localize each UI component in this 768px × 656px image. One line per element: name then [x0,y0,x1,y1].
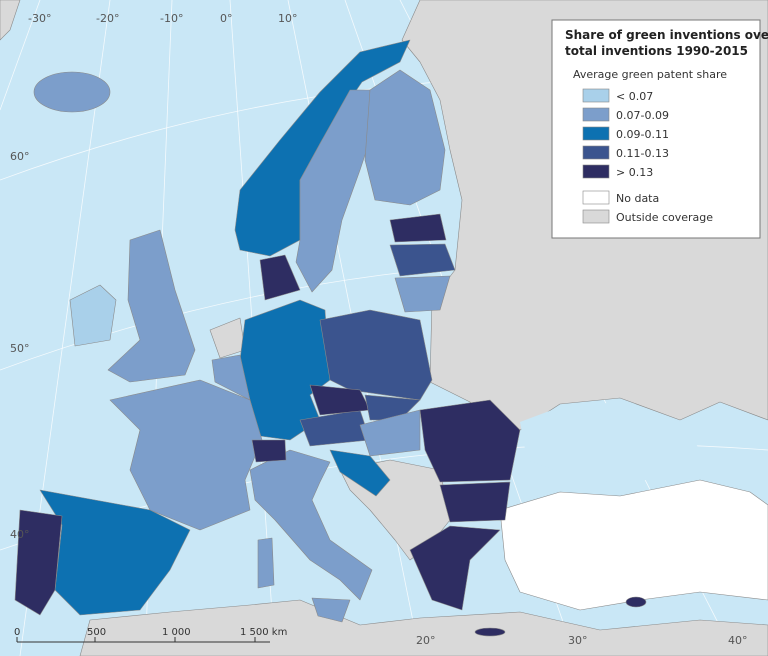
longitude-label: 40° [728,634,748,647]
legend-swatch [582,145,610,160]
legend-label: Outside coverage [616,211,713,224]
latvia [389,243,456,277]
longitude-label: 20° [416,634,436,647]
legend-label: 0.11-0.13 [616,147,669,160]
croatia-slovenia [329,449,391,497]
italy [249,449,373,601]
ireland [69,284,117,347]
poland [319,309,433,401]
portugal [14,509,63,616]
legend-label: 0.09-0.11 [616,128,669,141]
no-data-turkey [499,479,768,611]
latitude-label: 50° [10,342,30,355]
legend-title: Average green patent share [573,68,727,81]
united-kingdom [107,229,196,383]
longitude-label: 0° [220,12,233,25]
scale-label: 1 000 [162,627,191,638]
france [109,379,263,531]
black-sea [520,402,700,482]
switzerland [251,439,287,463]
denmark [259,254,301,301]
bulgaria [439,481,511,523]
longitude-label: 10° [278,12,298,25]
norway [234,39,411,257]
title: Share of green inventions over [565,28,768,42]
scale-bar: 0 500 1 000 1 500 km [14,627,287,643]
legend-swatch [582,164,610,179]
estonia [389,213,447,243]
lithuania [394,275,451,313]
legend-swatch [582,126,610,141]
legend-label: < 0.07 [616,90,653,103]
scale-label: 0 [14,627,20,638]
greece [409,525,501,611]
sicily [311,597,351,623]
longitude-label: 30° [568,634,588,647]
legend: Share of green inventions over total inv… [551,19,768,239]
cyprus [625,596,647,608]
hungary [359,409,421,457]
sweden [295,89,371,293]
graticule-line [0,0,41,111]
legend-swatch [582,88,610,103]
outside-coverage-greenland [0,0,21,41]
longitude-label: -30° [28,12,51,25]
scale-label: 500 [87,627,106,638]
finland [364,69,446,206]
crete [474,627,506,637]
legend-label: No data [616,192,659,205]
legend-swatch [582,190,610,205]
scale-label: 1 500 km [240,627,287,638]
longitude-label: -20° [96,12,119,25]
spain [39,489,191,616]
latitude-label: 60° [10,150,30,163]
sardinia [257,537,275,589]
romania [419,399,521,483]
title: total inventions 1990-2015 [565,44,748,58]
legend-swatch [582,107,610,122]
iceland [33,71,111,113]
legend-label: > 0.13 [616,166,653,179]
legend-swatch [582,209,610,224]
legend-label: 0.07-0.09 [616,109,669,122]
longitude-label: -10° [160,12,183,25]
latitude-label: 40° [10,528,30,541]
